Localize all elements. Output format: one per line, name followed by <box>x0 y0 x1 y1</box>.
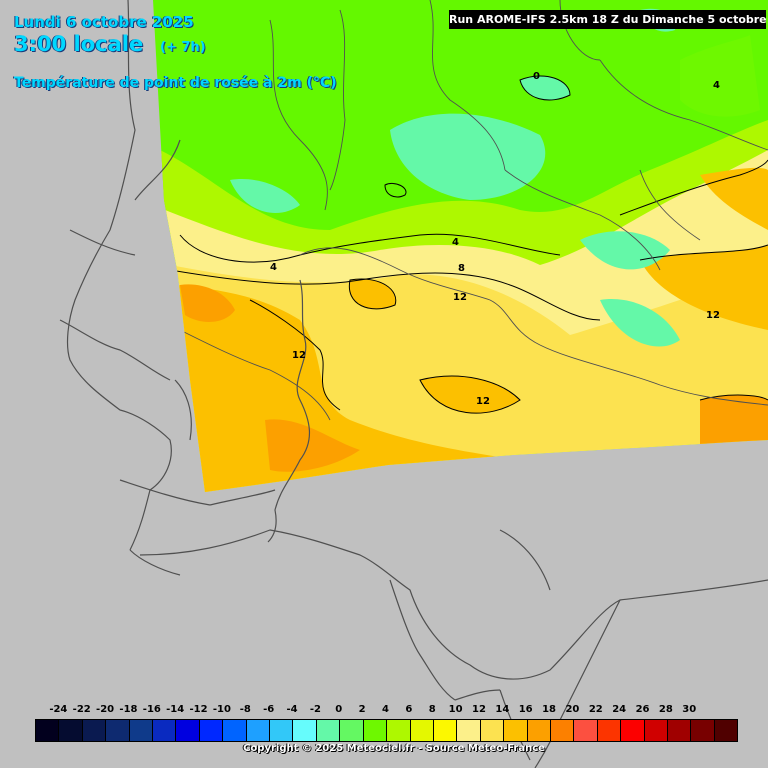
contour-label: 12 <box>706 310 720 321</box>
legend-label: 2 <box>358 704 366 715</box>
legend-label: 14 <box>495 704 510 715</box>
legend-swatch <box>527 720 551 741</box>
legend-label: 28 <box>658 704 673 715</box>
legend-swatch <box>36 720 60 741</box>
legend-label: 26 <box>635 704 650 715</box>
legend-swatch <box>293 720 317 741</box>
legend-swatch <box>387 720 411 741</box>
contour-label: 0 <box>533 71 540 82</box>
legend-swatch <box>82 720 107 741</box>
legend-label: 24 <box>612 704 627 715</box>
legend-swatch <box>574 720 598 741</box>
model-field <box>153 0 768 492</box>
forecast-time: 3:00 locale <box>14 32 144 56</box>
legend-swatch <box>316 720 341 741</box>
legend-label: -2 <box>309 704 321 715</box>
legend-label: -6 <box>263 704 275 715</box>
legend-swatch <box>129 720 154 741</box>
legend-swatch <box>340 720 364 741</box>
legend-label: 12 <box>471 704 486 715</box>
legend-swatch <box>480 720 505 741</box>
contour-label: 12 <box>476 396 490 407</box>
run-info-box: Run AROME-IFS 2.5km 18 Z du Dimanche 5 o… <box>449 10 766 29</box>
contour-label: 4 <box>270 262 277 273</box>
copyright: Copyright © 2025 Meteociel.fr - Source M… <box>243 743 545 754</box>
contour-label: 8 <box>458 263 465 274</box>
legend-swatch <box>363 720 388 741</box>
legend-label: -10 <box>212 704 231 715</box>
contour-labels: 0 4 4 4 8 12 12 12 12 <box>270 71 720 407</box>
legend-swatch <box>550 720 575 741</box>
legend-color-scale <box>35 719 738 742</box>
legend-label: -8 <box>239 704 251 715</box>
legend-swatch <box>691 720 715 741</box>
legend-swatch <box>246 720 271 741</box>
legend-label: 10 <box>448 704 463 715</box>
legend-swatch <box>433 720 458 741</box>
legend-label: 30 <box>682 704 697 715</box>
legend-label: 16 <box>518 704 533 715</box>
legend-swatch <box>223 720 247 741</box>
legend-label: 18 <box>542 704 557 715</box>
legend-swatch <box>199 720 224 741</box>
legend-swatch <box>153 720 177 741</box>
legend-label: -24 <box>49 704 68 715</box>
legend-label: -14 <box>166 704 185 715</box>
legend-swatch <box>621 720 645 741</box>
contour-label: 12 <box>292 350 306 361</box>
legend-label: -18 <box>119 704 138 715</box>
forecast-lead-time: (+ 7h) <box>160 40 206 55</box>
legend-swatch <box>59 720 83 741</box>
legend-swatch <box>597 720 622 741</box>
legend-label: 6 <box>405 704 413 715</box>
legend-label: -4 <box>286 704 298 715</box>
legend-swatch <box>106 720 130 741</box>
variable-title: Température de point de rosée à 2m (°C) <box>14 75 337 91</box>
legend-swatch <box>457 720 481 741</box>
legend-label: 8 <box>428 704 436 715</box>
legend-swatch <box>714 720 738 741</box>
legend-label: 22 <box>588 704 603 715</box>
legend-label: 4 <box>382 704 389 715</box>
legend-swatch <box>176 720 200 741</box>
contour-label: 12 <box>453 292 467 303</box>
legend-label: 0 <box>335 704 343 715</box>
legend-swatch <box>270 720 294 741</box>
contour-label: 4 <box>452 237 459 248</box>
legend-label: -16 <box>142 704 161 715</box>
legend-label: -22 <box>72 704 91 715</box>
legend-swatch <box>644 720 668 741</box>
legend-label: 20 <box>565 704 580 715</box>
legend-labels: -24 -22 -20 -18 -16 -14 -12 -10 -8 -6 -4 -2 0 2 4 6 8 10 1… <box>35 704 738 718</box>
contour-label: 4 <box>713 80 720 91</box>
legend-label: -20 <box>96 704 115 715</box>
legend-swatch <box>667 720 692 741</box>
legend-swatch <box>504 720 528 741</box>
legend-swatch <box>410 720 434 741</box>
legend-label: -12 <box>189 704 208 715</box>
forecast-date: Lundi 6 octobre 2025 <box>14 13 194 31</box>
